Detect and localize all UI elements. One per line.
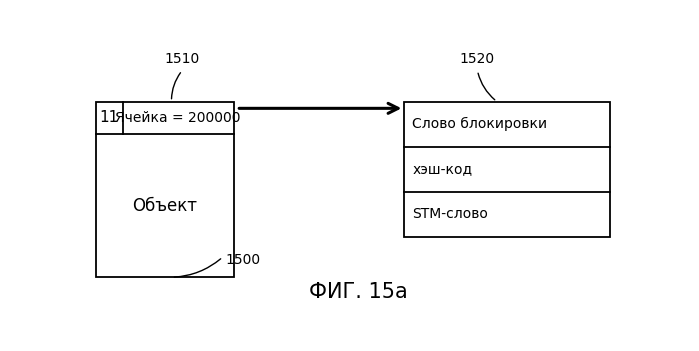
Text: 1520: 1520 <box>460 52 495 66</box>
Text: 1500: 1500 <box>226 253 261 267</box>
Text: Слово блокировки: Слово блокировки <box>412 117 547 131</box>
Bar <box>404 101 610 237</box>
Text: Ячейка = 200000: Ячейка = 200000 <box>115 111 241 125</box>
Text: Объект: Объект <box>132 197 197 214</box>
Text: 11: 11 <box>99 110 119 125</box>
Bar <box>96 101 233 277</box>
Text: STM-слово: STM-слово <box>412 207 489 221</box>
Text: 1510: 1510 <box>164 52 200 66</box>
Text: ФИГ. 15а: ФИГ. 15а <box>309 282 408 302</box>
Text: хэш-код: хэш-код <box>412 162 473 176</box>
